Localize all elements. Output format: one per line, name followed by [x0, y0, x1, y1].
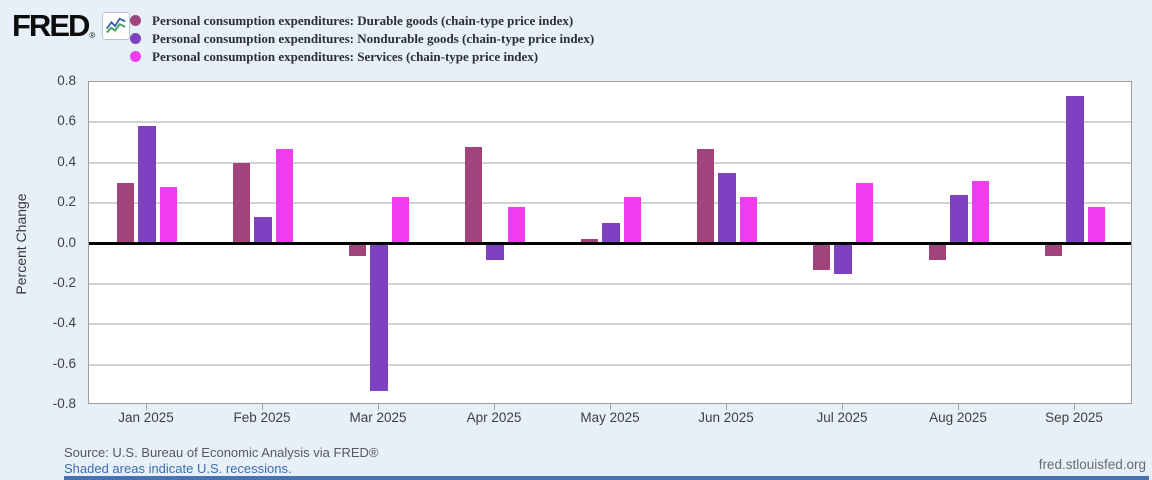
x-tick-label: Mar 2025	[349, 410, 407, 425]
x-tick	[958, 404, 959, 410]
x-tick-label: Sep 2025	[1045, 410, 1103, 425]
legend-item: Personal consumption expenditures: Nondu…	[130, 30, 594, 47]
x-tick-label: Aug 2025	[929, 410, 987, 425]
bar	[1044, 243, 1063, 256]
x-tick-label: Jul 2025	[816, 410, 868, 425]
x-tick-label: Apr 2025	[466, 410, 522, 425]
legend: Personal consumption expenditures: Durab…	[130, 12, 594, 66]
gridline	[89, 202, 1131, 205]
gridline	[89, 161, 1131, 164]
y-tick-label: 0.8	[57, 73, 76, 88]
bar	[834, 243, 852, 274]
bar	[739, 197, 758, 244]
bar	[254, 217, 272, 244]
x-tick	[146, 404, 147, 410]
bar	[370, 243, 388, 391]
legend-item: Personal consumption expenditures: Durab…	[130, 12, 594, 29]
bar	[696, 148, 715, 244]
y-tick-label: -0.6	[52, 355, 76, 371]
legend-label: Personal consumption expenditures: Nondu…	[152, 30, 595, 46]
sparkline-chart-icon	[102, 12, 131, 40]
bar	[971, 180, 990, 244]
bar	[275, 148, 294, 244]
bar	[855, 182, 874, 244]
gridline	[89, 121, 1131, 124]
y-tick-label: 0.4	[57, 153, 76, 169]
x-tick	[1074, 404, 1075, 410]
x-tick-label: Jun 2025	[698, 410, 754, 425]
bar	[1066, 96, 1084, 244]
legend-label: Personal consumption expenditures: Servi…	[152, 48, 539, 64]
bar	[507, 207, 526, 244]
bar	[950, 195, 968, 244]
registered-trademark-icon: ®	[89, 31, 96, 40]
bottom-strip	[64, 476, 1149, 480]
bar	[232, 162, 251, 244]
x-tick-label: Feb 2025	[233, 410, 291, 425]
bar	[348, 243, 367, 256]
x-tick-label: Jan 2025	[118, 410, 174, 425]
x-tick	[842, 404, 843, 410]
fred-logo-text: FRED	[12, 8, 90, 43]
legend-swatch-icon	[130, 33, 141, 44]
bar	[464, 146, 483, 244]
y-axis-title: Percent Change	[13, 193, 29, 295]
fred-site-link[interactable]: fred.stlouisfed.org	[1038, 457, 1146, 472]
plot-area	[88, 81, 1132, 404]
legend-swatch-icon	[130, 51, 141, 62]
y-tick-label: 0.0	[57, 234, 76, 250]
y-tick-label: -0.2	[52, 274, 76, 290]
y-tick-label: -0.8	[52, 396, 76, 411]
x-tick-label: May 2025	[580, 410, 640, 425]
gridline	[89, 323, 1131, 326]
x-tick	[262, 404, 263, 410]
bar	[928, 243, 947, 260]
legend-item: Personal consumption expenditures: Servi…	[130, 48, 594, 65]
bar	[138, 126, 156, 244]
y-tick-label: 0.6	[57, 113, 76, 129]
bar	[623, 197, 642, 244]
bar	[580, 239, 599, 244]
bar	[116, 182, 135, 244]
bar	[486, 243, 504, 260]
legend-swatch-icon	[130, 15, 141, 26]
bar	[718, 172, 736, 244]
legend-label: Personal consumption expenditures: Durab…	[152, 12, 574, 28]
y-tick-label: -0.4	[52, 315, 76, 331]
zero-line	[89, 242, 1131, 245]
gridline	[89, 363, 1131, 366]
fred-logo[interactable]: FRED ®	[12, 8, 131, 44]
bar	[602, 223, 620, 244]
bar	[1087, 207, 1106, 244]
source-text: Source: U.S. Bureau of Economic Analysis…	[64, 445, 379, 460]
bar	[812, 243, 831, 270]
x-tick	[726, 404, 727, 410]
x-tick	[378, 404, 379, 410]
gridline	[89, 282, 1131, 285]
y-tick-label: 0.2	[57, 194, 76, 210]
bar	[159, 186, 178, 244]
x-tick	[610, 404, 611, 410]
x-tick	[494, 404, 495, 410]
bar	[391, 197, 410, 244]
recessions-link[interactable]: Shaded areas indicate U.S. recessions.	[64, 461, 292, 476]
